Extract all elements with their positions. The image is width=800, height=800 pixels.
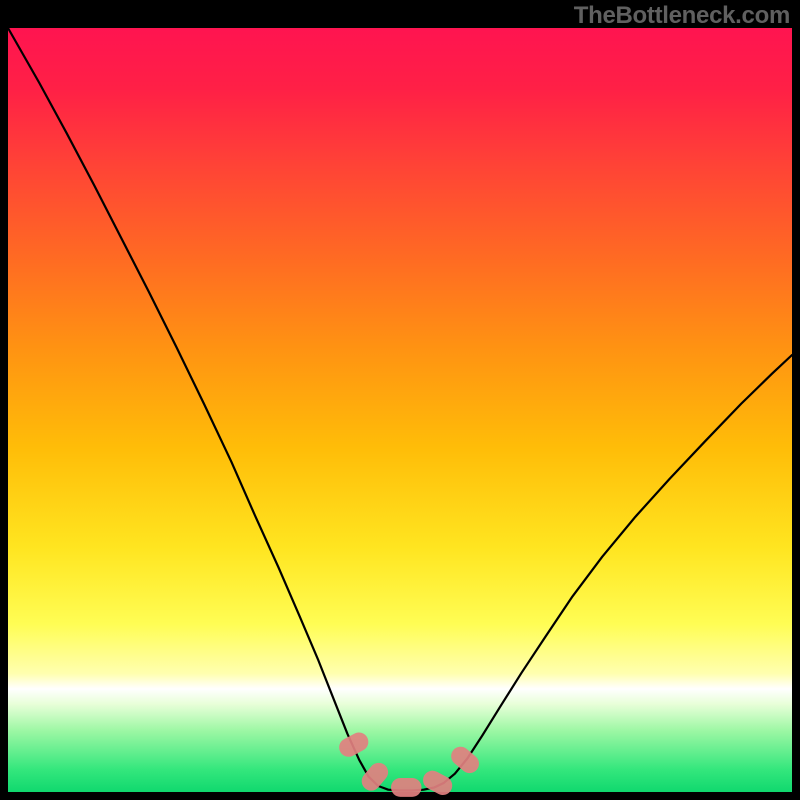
gradient-background: [8, 28, 792, 792]
watermark-text: TheBottleneck.com: [574, 2, 790, 30]
chart-container: TheBottleneck.com: [0, 0, 800, 800]
bottom-marker: [391, 778, 422, 797]
bottleneck-chart: [0, 0, 800, 800]
